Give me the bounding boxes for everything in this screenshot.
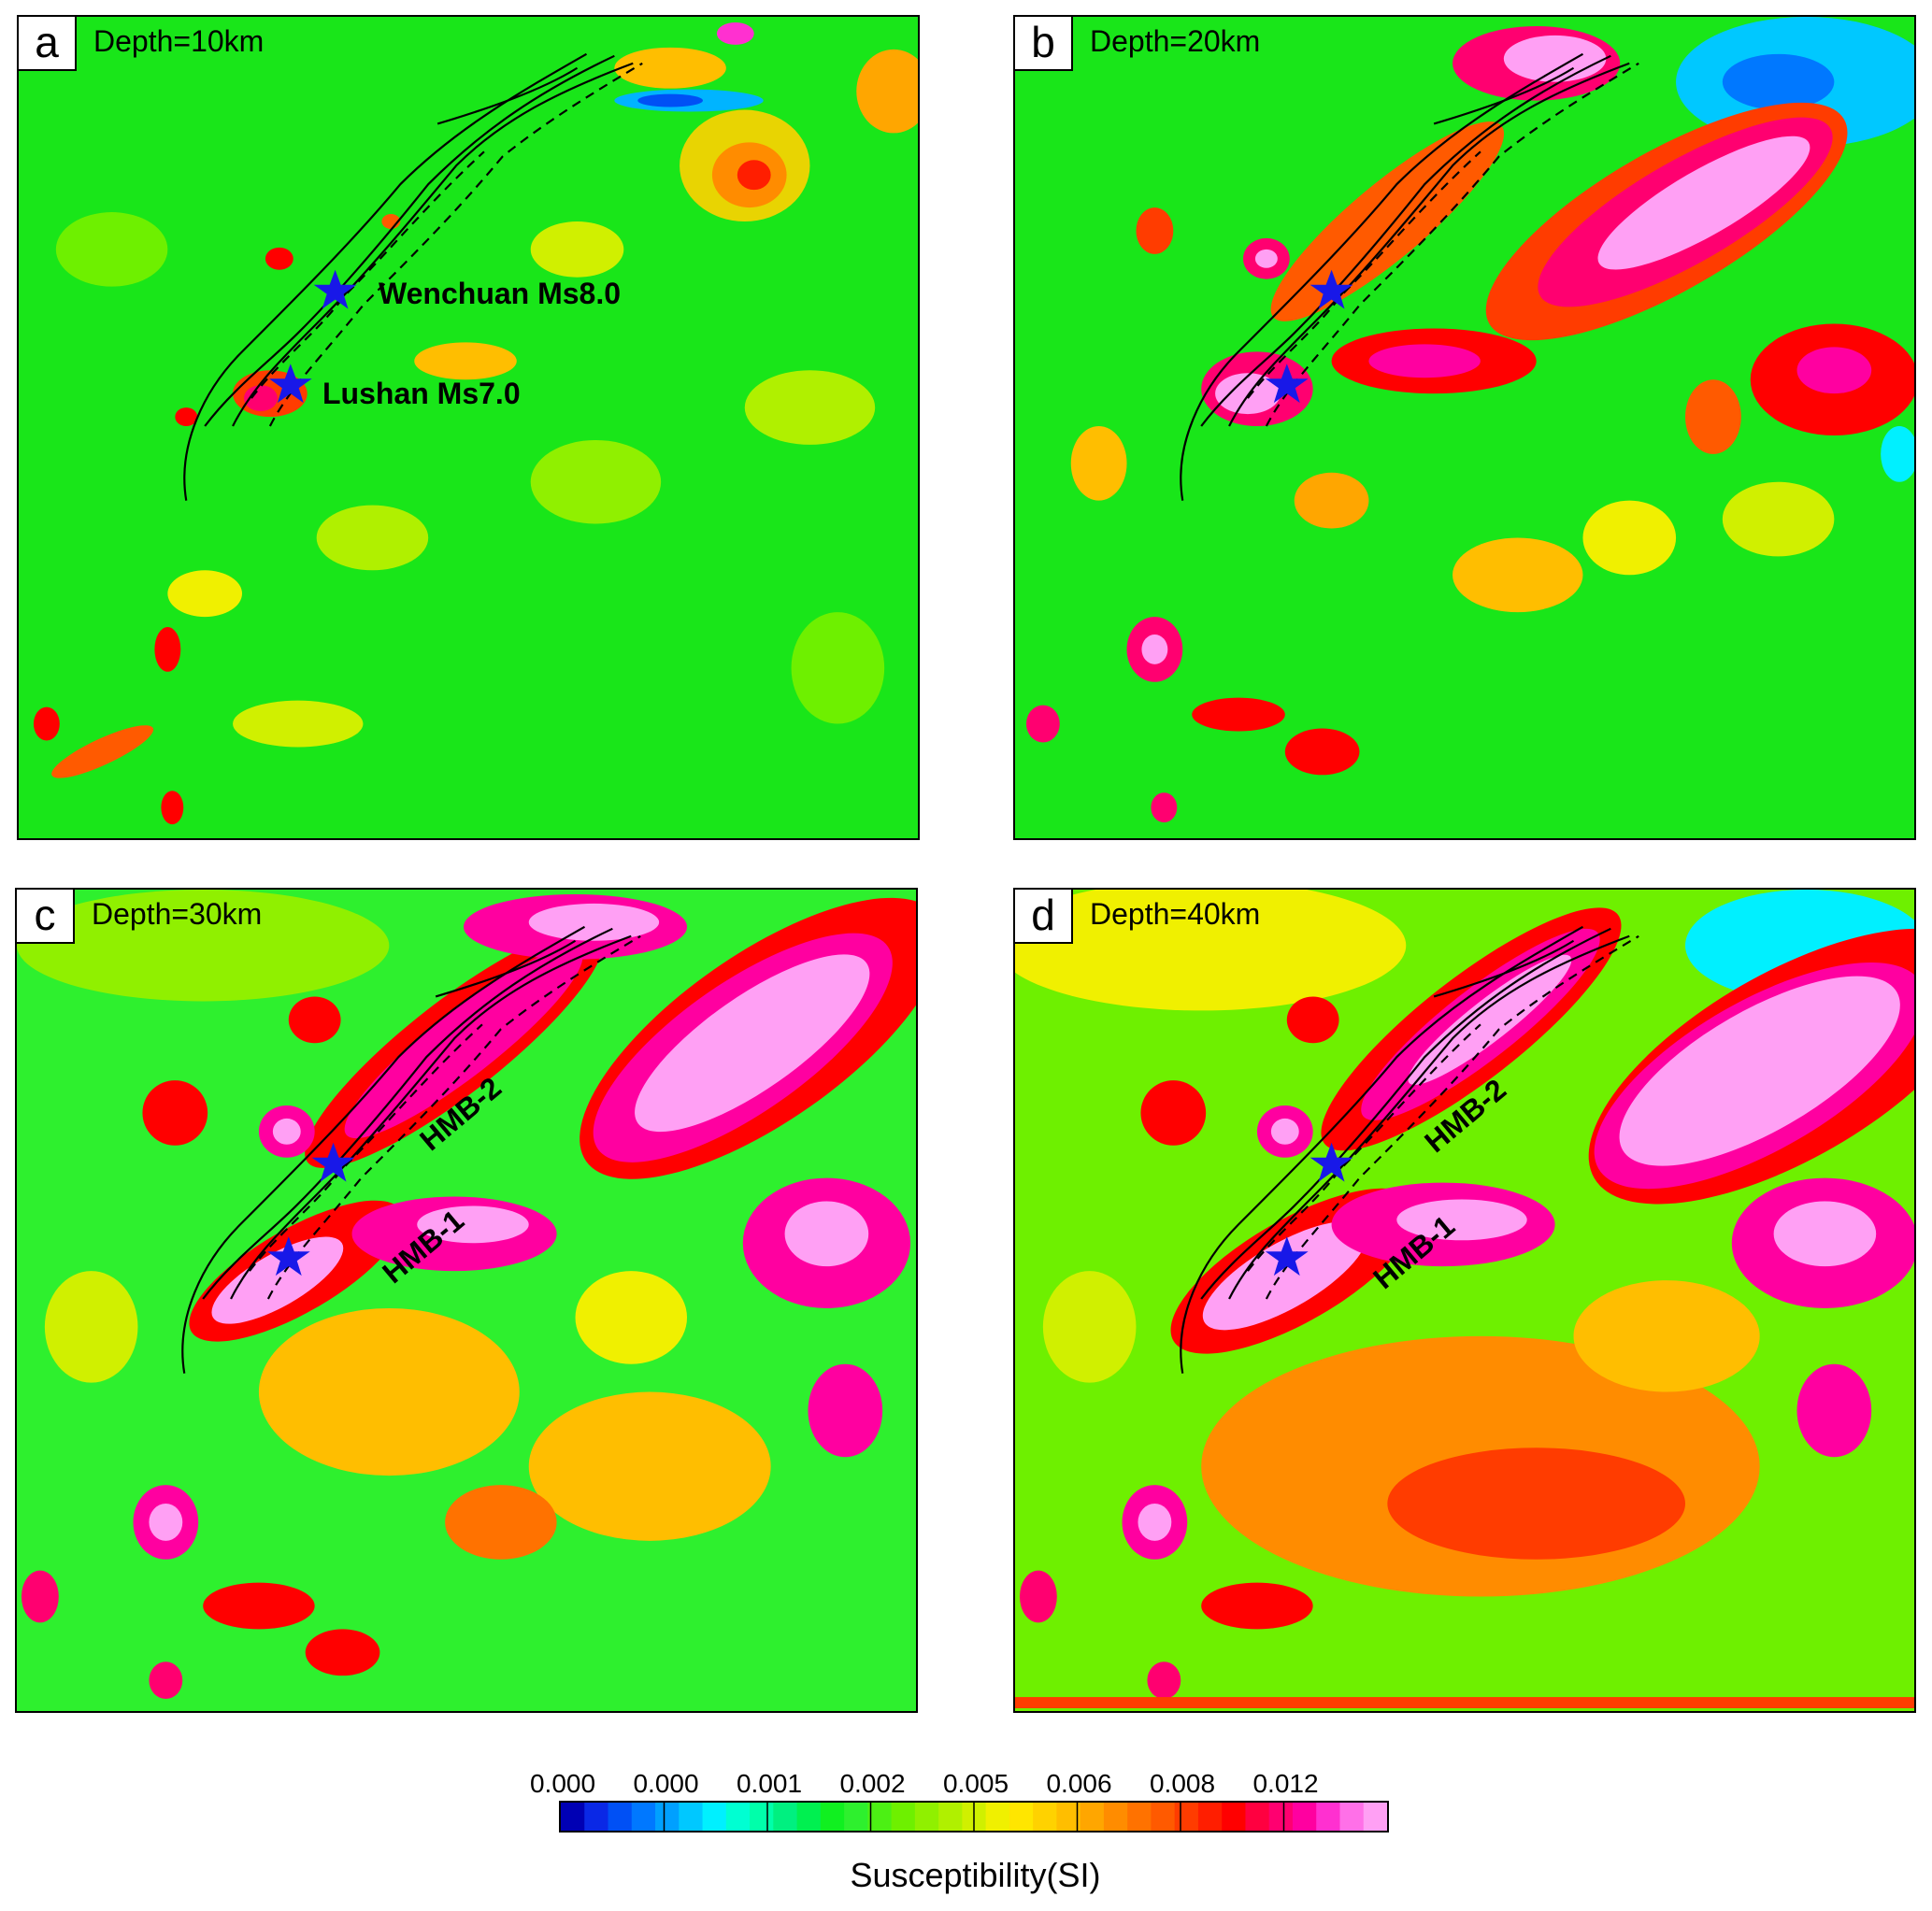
depth-label-b: Depth=20km [1090, 24, 1261, 58]
anomaly-layer-c [17, 890, 916, 1700]
colorbar-swatch [631, 1803, 656, 1831]
panel-letter-d: d [1015, 890, 1073, 944]
wenchuan-star-icon [1309, 1142, 1353, 1182]
colorbar-swatch [655, 1803, 680, 1831]
map-panel-d: d Depth=40km HMB-2 HMB-1 [1013, 888, 1916, 1713]
colorbar-swatch [702, 1803, 727, 1831]
colorbar-swatch [561, 1803, 585, 1831]
colorbar-swatch [1268, 1803, 1294, 1831]
colorbar-swatch [914, 1803, 939, 1831]
susceptibility-map-d [1015, 890, 1914, 1711]
anomaly-layer-d [1015, 890, 1914, 1709]
colorbar-tick-label: 0.008 [1149, 1769, 1216, 1798]
colorbar-swatch [796, 1803, 822, 1831]
colorbar [559, 1801, 1389, 1833]
colorbar-swatch [820, 1803, 845, 1831]
colorbar-tick-label: 0.001 [736, 1769, 803, 1798]
colorbar-swatch [1151, 1803, 1176, 1831]
susceptibility-map-a [19, 17, 918, 838]
fault-lines-b [1180, 52, 1639, 501]
colorbar-swatch [1197, 1803, 1223, 1831]
epicenter-stars-a [268, 269, 357, 404]
colorbar-swatch [1103, 1803, 1128, 1831]
panel-letter-a: a [19, 17, 77, 71]
map-panel-a: a Depth=10km Wenchuan Ms8.0 Lushan Ms7.0 [17, 15, 920, 840]
colorbar-swatch [1363, 1803, 1387, 1831]
colorbar-swatch [985, 1803, 1010, 1831]
susceptibility-map-b [1015, 17, 1914, 838]
map-panel-b: b Depth=20km [1013, 15, 1916, 840]
fault-lines-d [1180, 925, 1639, 1374]
colorbar-title: Susceptibility(SI) [850, 1856, 1101, 1894]
wenchuan-label: Wenchuan Ms8.0 [379, 277, 622, 310]
epicenter-stars-c [266, 1142, 355, 1276]
colorbar-tick-label: 0.000 [529, 1769, 596, 1798]
map-panel-c: c Depth=30km HMB-2 HMB-1 [15, 888, 918, 1713]
colorbar-swatch [1316, 1803, 1341, 1831]
colorbar-swatch [725, 1803, 751, 1831]
colorbar-swatch [891, 1803, 916, 1831]
colorbar-swatches [561, 1803, 1387, 1831]
depth-label-d: Depth=40km [1090, 897, 1261, 931]
anomaly-layer-b [1025, 17, 1914, 823]
panel-letter-c: c [17, 890, 75, 944]
colorbar-swatch [679, 1803, 704, 1831]
colorbar-swatch [1127, 1803, 1152, 1831]
epicenter-stars-b [1265, 269, 1353, 404]
lushan-star-icon [1265, 364, 1309, 404]
susceptibility-map-c [17, 890, 916, 1711]
colorbar-swatch [844, 1803, 868, 1831]
colorbar-swatch [608, 1803, 633, 1831]
lushan-star-icon [1265, 1236, 1309, 1276]
colorbar-swatch [584, 1803, 609, 1831]
epicenter-stars-d [1265, 1142, 1353, 1276]
colorbar-swatch [750, 1803, 774, 1831]
colorbar-tick-label: 0.005 [942, 1769, 1009, 1798]
colorbar-tick-label: 0.000 [633, 1769, 699, 1798]
colorbar-swatch [867, 1803, 893, 1831]
wenchuan-star-icon [311, 1142, 355, 1182]
fault-lines-c [181, 925, 641, 1374]
depth-label-c: Depth=30km [92, 897, 263, 931]
colorbar-swatch [1080, 1803, 1105, 1831]
colorbar-tick-label: 0.006 [1046, 1769, 1112, 1798]
colorbar-tick-label: 0.012 [1252, 1769, 1319, 1798]
colorbar-swatch [938, 1803, 963, 1831]
panel-letter-b: b [1015, 17, 1073, 71]
colorbar-swatch [1222, 1803, 1247, 1831]
colorbar-swatch [1033, 1803, 1057, 1831]
wenchuan-star-icon [313, 269, 357, 309]
lushan-label: Lushan Ms7.0 [322, 377, 521, 410]
anomaly-layer-a [33, 21, 918, 825]
colorbar-swatch [1292, 1803, 1317, 1831]
lushan-star-icon [268, 364, 312, 404]
colorbar-swatch [1339, 1803, 1365, 1831]
colorbar-tick-label: 0.002 [839, 1769, 906, 1798]
fault-lines-a [183, 52, 643, 501]
wenchuan-star-icon [1309, 269, 1353, 309]
colorbar-swatch [773, 1803, 798, 1831]
colorbar-swatch [1009, 1803, 1034, 1831]
colorbar-swatch [1174, 1803, 1199, 1831]
depth-label-a: Depth=10km [93, 24, 265, 58]
colorbar-swatch [1245, 1803, 1270, 1831]
lushan-star-icon [266, 1236, 310, 1276]
